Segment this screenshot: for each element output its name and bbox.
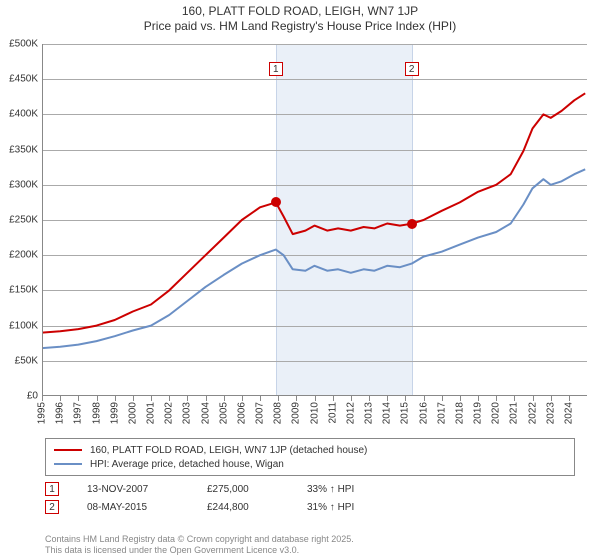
x-tick bbox=[242, 396, 243, 401]
legend-swatch-property bbox=[54, 449, 82, 451]
sale-date-2: 08-MAY-2015 bbox=[87, 502, 207, 513]
x-tick-label: 1995 bbox=[37, 402, 48, 424]
x-tick bbox=[315, 396, 316, 401]
x-tick bbox=[133, 396, 134, 401]
legend-item-hpi: HPI: Average price, detached house, Wiga… bbox=[54, 457, 566, 471]
y-tick-label: £400K bbox=[2, 109, 38, 120]
sale-vs-hpi-1: 33% ↑ HPI bbox=[307, 484, 407, 495]
sales-table: 1 13-NOV-2007 £275,000 33% ↑ HPI 2 08-MA… bbox=[45, 480, 407, 516]
x-tick-label: 2002 bbox=[164, 402, 175, 424]
x-tick bbox=[187, 396, 188, 401]
x-tick bbox=[460, 396, 461, 401]
x-tick-label: 2011 bbox=[327, 402, 338, 424]
sale-marker-2: 2 bbox=[45, 500, 59, 514]
y-tick-label: £50K bbox=[2, 355, 38, 366]
x-tick bbox=[369, 396, 370, 401]
x-tick bbox=[296, 396, 297, 401]
sale-vs-hpi-2: 31% ↑ HPI bbox=[307, 502, 407, 513]
x-tick bbox=[97, 396, 98, 401]
x-tick-label: 1999 bbox=[109, 402, 120, 424]
sale-row-1: 1 13-NOV-2007 £275,000 33% ↑ HPI bbox=[45, 480, 407, 498]
sale-price-1: £275,000 bbox=[207, 484, 307, 495]
x-tick bbox=[60, 396, 61, 401]
x-tick-label: 2003 bbox=[182, 402, 193, 424]
x-tick-label: 2006 bbox=[236, 402, 247, 424]
y-tick-label: £200K bbox=[2, 250, 38, 261]
x-tick-label: 2022 bbox=[527, 402, 538, 424]
plot-area: £0£50K£100K£150K£200K£250K£300K£350K£400… bbox=[42, 44, 587, 396]
footer-line2: This data is licensed under the Open Gov… bbox=[45, 545, 354, 556]
x-tick bbox=[424, 396, 425, 401]
x-tick bbox=[169, 396, 170, 401]
x-tick-label: 2020 bbox=[491, 402, 502, 424]
x-tick-label: 2013 bbox=[364, 402, 375, 424]
x-tick bbox=[533, 396, 534, 401]
plot-border bbox=[42, 44, 587, 396]
title-line2: Price paid vs. HM Land Registry's House … bbox=[0, 19, 600, 33]
x-tick bbox=[351, 396, 352, 401]
x-tick bbox=[260, 396, 261, 401]
x-tick-label: 2008 bbox=[273, 402, 284, 424]
sale-row-2: 2 08-MAY-2015 £244,800 31% ↑ HPI bbox=[45, 498, 407, 516]
x-tick-label: 2014 bbox=[382, 402, 393, 424]
x-tick bbox=[333, 396, 334, 401]
x-tick bbox=[478, 396, 479, 401]
x-tick-label: 2017 bbox=[436, 402, 447, 424]
x-tick-label: 2018 bbox=[454, 402, 465, 424]
x-tick-label: 2012 bbox=[345, 402, 356, 424]
x-tick-label: 2007 bbox=[255, 402, 266, 424]
sale-date-1: 13-NOV-2007 bbox=[87, 484, 207, 495]
y-tick-label: £150K bbox=[2, 285, 38, 296]
legend: 160, PLATT FOLD ROAD, LEIGH, WN7 1JP (de… bbox=[45, 438, 575, 476]
chart-titles: 160, PLATT FOLD ROAD, LEIGH, WN7 1JP Pri… bbox=[0, 0, 600, 33]
x-tick-label: 2000 bbox=[127, 402, 138, 424]
legend-label-property: 160, PLATT FOLD ROAD, LEIGH, WN7 1JP (de… bbox=[90, 445, 367, 456]
x-tick-label: 2009 bbox=[291, 402, 302, 424]
legend-label-hpi: HPI: Average price, detached house, Wiga… bbox=[90, 459, 284, 470]
x-tick-label: 2001 bbox=[146, 402, 157, 424]
x-tick bbox=[206, 396, 207, 401]
x-tick-label: 1998 bbox=[91, 402, 102, 424]
legend-swatch-hpi bbox=[54, 463, 82, 465]
x-tick-label: 2010 bbox=[309, 402, 320, 424]
x-tick-label: 1997 bbox=[73, 402, 84, 424]
x-tick-label: 2021 bbox=[509, 402, 520, 424]
y-tick-label: £250K bbox=[2, 215, 38, 226]
x-tick-label: 2023 bbox=[545, 402, 556, 424]
x-tick-label: 2024 bbox=[563, 402, 574, 424]
y-tick-label: £0 bbox=[2, 391, 38, 402]
x-tick bbox=[151, 396, 152, 401]
y-tick-label: £300K bbox=[2, 179, 38, 190]
y-tick-label: £100K bbox=[2, 320, 38, 331]
x-tick bbox=[442, 396, 443, 401]
title-line1: 160, PLATT FOLD ROAD, LEIGH, WN7 1JP bbox=[0, 4, 600, 18]
x-tick-label: 2005 bbox=[218, 402, 229, 424]
x-axis-labels: 1995199619971998199920002001200220032004… bbox=[42, 398, 587, 438]
x-tick bbox=[224, 396, 225, 401]
footer-attribution: Contains HM Land Registry data © Crown c… bbox=[45, 534, 354, 556]
x-tick bbox=[514, 396, 515, 401]
legend-item-property: 160, PLATT FOLD ROAD, LEIGH, WN7 1JP (de… bbox=[54, 443, 566, 457]
x-tick bbox=[78, 396, 79, 401]
chart-container: 160, PLATT FOLD ROAD, LEIGH, WN7 1JP Pri… bbox=[0, 0, 600, 560]
x-tick bbox=[405, 396, 406, 401]
x-tick bbox=[551, 396, 552, 401]
x-tick bbox=[569, 396, 570, 401]
y-tick-label: £500K bbox=[2, 39, 38, 50]
x-tick bbox=[42, 396, 43, 401]
y-tick-label: £350K bbox=[2, 144, 38, 155]
x-tick bbox=[115, 396, 116, 401]
x-tick-label: 1996 bbox=[55, 402, 66, 424]
sale-marker-1: 1 bbox=[45, 482, 59, 496]
x-tick bbox=[387, 396, 388, 401]
x-tick-label: 2016 bbox=[418, 402, 429, 424]
sale-price-2: £244,800 bbox=[207, 502, 307, 513]
x-tick bbox=[496, 396, 497, 401]
x-tick-label: 2019 bbox=[473, 402, 484, 424]
x-tick-label: 2004 bbox=[200, 402, 211, 424]
footer-line1: Contains HM Land Registry data © Crown c… bbox=[45, 534, 354, 545]
x-tick-label: 2015 bbox=[400, 402, 411, 424]
y-tick-label: £450K bbox=[2, 74, 38, 85]
x-tick bbox=[278, 396, 279, 401]
